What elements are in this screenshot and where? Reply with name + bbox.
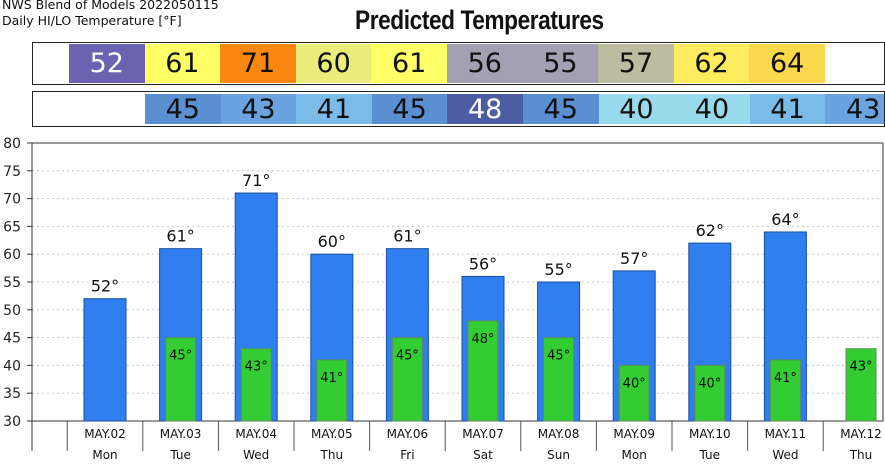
y-tick-label: 50	[3, 303, 21, 319]
low-temperature-label: 43°	[849, 360, 872, 375]
low-temperature-bar	[316, 359, 348, 422]
low-temperature-bar	[467, 320, 499, 422]
y-tick-label: 80	[3, 136, 21, 152]
x-weekday-label: Mon	[622, 448, 647, 462]
high-temperature-label: 55°	[544, 260, 572, 279]
hi-strip-cell: 52	[69, 44, 145, 83]
high-temperature-label: 52°	[91, 277, 119, 296]
x-weekday-label: Tue	[699, 448, 721, 462]
lo-strip-cell: 40	[674, 94, 750, 125]
x-weekday-label: Thu	[849, 448, 873, 462]
low-temperature-bar	[694, 364, 726, 422]
hi-strip-cell: 55	[522, 44, 599, 83]
y-tick-label: 45	[3, 331, 21, 347]
x-date-label: MAY.05	[311, 427, 353, 441]
low-temperature-label: 43°	[245, 360, 268, 375]
x-date-label: MAY.09	[613, 427, 655, 441]
x-weekday-label: Sat	[473, 448, 493, 462]
high-temperature-label: 57°	[620, 249, 648, 268]
x-date-label: MAY.11	[765, 427, 807, 441]
y-tick-label: 70	[3, 192, 21, 208]
low-temperature-bar	[240, 348, 272, 422]
y-tick-label: 75	[3, 164, 21, 180]
high-temperature-strip: 52 61 71 60 61 56 55 57 62 64	[32, 42, 885, 85]
chart-subtitle: Daily HI/LO Temperature [°F]	[2, 13, 182, 28]
x-date-label: MAY.04	[235, 427, 277, 441]
low-temperature-bar	[769, 359, 801, 422]
high-temperature-label: 62°	[696, 221, 724, 240]
x-weekday-label: Mon	[92, 448, 117, 462]
x-weekday-label: Thu	[320, 448, 344, 462]
model-run-label: NWS Blend of Models 2022050115	[2, 0, 219, 12]
y-tick-label: 35	[3, 386, 21, 402]
high-temperature-label: 61°	[393, 227, 421, 246]
x-weekday-label: Wed	[243, 448, 269, 462]
lo-strip-cell: 41	[296, 94, 372, 125]
low-temperature-label: 40°	[698, 376, 721, 391]
high-temperature-bar	[83, 298, 127, 422]
low-temperature-label: 45°	[396, 349, 419, 364]
low-temperature-bar	[845, 348, 877, 422]
x-weekday-label: Fri	[400, 448, 414, 462]
low-temperature-label: 41°	[320, 371, 343, 386]
high-temperature-label: 64°	[771, 210, 799, 229]
hi-strip-cell: 56	[447, 44, 523, 83]
hi-strip-cell: 57	[598, 44, 674, 83]
lo-strip-cell: 41	[749, 94, 826, 125]
lo-strip-cell: 40	[598, 94, 675, 125]
x-date-label: MAY.06	[387, 427, 429, 441]
chart-title: Predicted Temperatures	[355, 5, 604, 35]
x-date-label: MAY.03	[160, 427, 202, 441]
lo-strip-cell: 43	[825, 94, 884, 125]
high-temperature-label: 60°	[318, 232, 346, 251]
y-tick-label: 55	[3, 275, 21, 291]
high-temperature-label: 61°	[166, 227, 194, 246]
lo-strip-cell: 45	[523, 94, 599, 125]
low-temperature-bar	[618, 364, 650, 422]
low-temperature-bar	[543, 337, 575, 422]
lo-strip-cell: 48	[447, 94, 523, 125]
y-tick-label: 65	[3, 219, 21, 235]
low-temperature-label: 48°	[471, 332, 494, 347]
y-tick-label: 40	[3, 358, 21, 374]
hi-strip-cell: 62	[673, 44, 750, 83]
hi-strip-cell: 61	[144, 44, 221, 83]
lo-strip-cell: 45	[145, 94, 221, 125]
low-temperature-bar	[165, 337, 197, 422]
x-date-label: MAY.12	[840, 427, 882, 441]
high-temperature-label: 56°	[469, 254, 497, 273]
hi-strip-cell: 71	[220, 44, 296, 83]
x-weekday-label: Wed	[772, 448, 798, 462]
low-temperature-label: 45°	[169, 349, 192, 364]
x-weekday-label: Tue	[169, 448, 191, 462]
y-tick-label: 30	[3, 414, 21, 430]
low-temperature-label: 41°	[774, 371, 797, 386]
x-date-label: MAY.02	[84, 427, 126, 441]
x-date-label: MAY.07	[462, 427, 504, 441]
lo-strip-cell: 43	[220, 94, 297, 125]
x-date-label: MAY.10	[689, 427, 731, 441]
low-temperature-strip: 45 43 41 45 48 45 40 40 41 43	[32, 91, 885, 127]
x-weekday-label: Sun	[547, 448, 570, 462]
hi-strip-cell: 61	[371, 44, 447, 83]
lo-strip-cell: 45	[371, 94, 448, 125]
x-date-label: MAY.08	[538, 427, 580, 441]
low-temperature-bar	[391, 337, 423, 422]
low-temperature-label: 45°	[547, 349, 570, 364]
hi-strip-cell: 64	[749, 44, 825, 83]
y-tick-label: 60	[3, 247, 21, 263]
low-temperature-label: 40°	[623, 376, 646, 391]
hi-strip-cell: 60	[295, 44, 372, 83]
high-temperature-label: 71°	[242, 171, 270, 190]
